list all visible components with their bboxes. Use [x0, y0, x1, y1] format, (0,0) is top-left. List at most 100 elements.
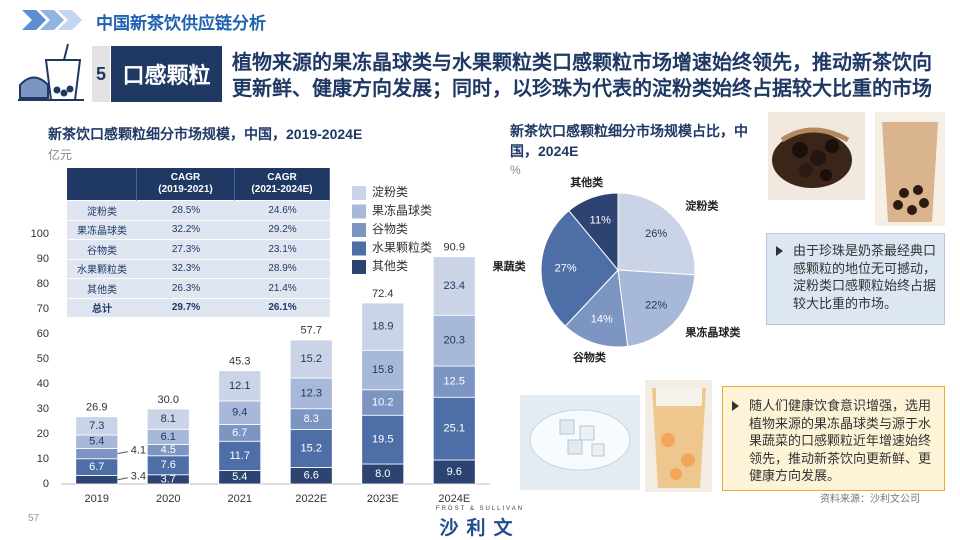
category-label: 果蔬类	[492, 259, 527, 273]
table-cell: 其他类	[67, 279, 137, 299]
legend-label: 谷物类	[372, 222, 408, 236]
legend-swatch	[352, 223, 366, 237]
bar-segment	[75, 416, 119, 436]
bar-segment	[146, 408, 190, 430]
data-label: 11.7	[229, 450, 250, 462]
pie-slice	[568, 192, 619, 272]
y-tick-label: 70	[37, 303, 49, 315]
total-label: 45.3	[229, 356, 250, 368]
boba-photo	[768, 112, 865, 200]
page-number: 57	[28, 513, 40, 524]
y-tick-label: 10	[37, 453, 49, 465]
data-label: 5.4	[232, 471, 247, 483]
data-label: 10.2	[372, 396, 393, 408]
total-label: 26.9	[86, 402, 107, 414]
table-cell: 24.6%	[235, 201, 330, 221]
data-label: 18.9	[372, 321, 393, 333]
table-cell: 26.3%	[137, 279, 235, 299]
leader-line	[117, 451, 128, 455]
table-cell: 32.3%	[137, 259, 235, 279]
table-cell: 27.3%	[137, 240, 235, 260]
header-chevrons	[22, 10, 82, 30]
data-label: 12.1	[229, 380, 250, 392]
data-label: 5.4	[89, 436, 104, 448]
callout-text: 随人们健康饮食意识增强，选用植物来源的果冻晶球类与源于水果蔬菜的口感颗粒近年增速…	[749, 398, 932, 483]
source: 资料来源：沙利文公司	[820, 494, 920, 505]
legend-label: 果冻晶球类	[372, 203, 432, 218]
legend-label: 其他类	[372, 259, 408, 273]
legend-swatch	[352, 204, 366, 219]
category-label: 淀粉类	[685, 199, 719, 213]
chart-title: 新茶饮口感颗粒细分市场规模占比，中国，2024E	[510, 123, 748, 159]
y-tick-label: 90	[37, 253, 49, 265]
y-tick-label: 80	[37, 278, 49, 290]
pie-slice	[564, 268, 629, 348]
callout-text: 由于珍珠是奶茶最经典口感颗粒的地位无可撼动，淀粉类口感颗粒始终占据较大比重的市场…	[793, 243, 937, 311]
logo-brand: FROST & SULLIVAN	[435, 506, 525, 512]
data-label: 3.7	[161, 473, 176, 485]
data-label: 23.4	[444, 280, 465, 292]
bar-segment	[361, 349, 405, 391]
headline: 植物来源的果冻晶球类与水果颗粒类口感颗粒市场增速始终领先，推动新茶饮向更新鲜、健…	[232, 52, 932, 100]
table-cell: 淀粉类	[67, 201, 137, 221]
table-cell: 谷物类	[67, 240, 137, 260]
data-label: 26%	[645, 228, 667, 240]
category-label: 其他类	[570, 175, 604, 189]
legend-label: 水果颗粒类	[372, 240, 432, 255]
leader-line	[117, 477, 128, 481]
bar-segment	[75, 448, 119, 460]
y-tick-label: 20	[37, 428, 49, 440]
x-tick-label: 2021	[228, 493, 252, 505]
table-cell: 28.5%	[137, 201, 235, 221]
table-header-cell: CAGR (2021-2024E)	[235, 168, 330, 201]
legend-swatch	[352, 260, 366, 274]
data-label: 4.1	[131, 445, 146, 457]
total-label: 90.9	[444, 242, 465, 254]
x-tick-label: 2022E	[295, 493, 327, 505]
y-tick-label: 0	[43, 478, 49, 490]
data-label: 8.1	[161, 413, 176, 425]
table-cell: 29.7%	[137, 298, 235, 318]
y-tick-label: 30	[37, 403, 49, 415]
table-cell: 果冻晶球类	[67, 220, 137, 240]
bar-segment	[432, 396, 476, 461]
bar-segment	[432, 459, 476, 485]
data-label: 20.3	[444, 335, 465, 347]
x-tick-label: 2024E	[438, 493, 470, 505]
data-label: 14%	[591, 314, 613, 326]
cagr-table: CAGR (2019-2021) CAGR (2021-2024E) 淀粉类 28.5…	[67, 168, 330, 318]
bar-segment	[361, 302, 405, 351]
data-label: 9.4	[232, 407, 247, 419]
data-label: 25.1	[444, 423, 465, 435]
header-title: 中国新茶饮供应链分析	[96, 14, 266, 33]
chart-title: 新茶饮口感颗粒细分市场规模，中国，2019-2024E	[48, 126, 363, 142]
table-cell: 26.1%	[235, 298, 330, 318]
section-number: 5	[92, 46, 110, 102]
bar-segment	[289, 339, 333, 379]
data-label: 7.3	[89, 420, 104, 432]
section-title: 口感颗粒	[111, 46, 222, 102]
bar-segment	[361, 414, 405, 465]
bar-segment	[432, 314, 476, 367]
data-label: 6.7	[232, 427, 247, 439]
table-cell: 23.1%	[235, 240, 330, 260]
milk-tea-photo	[875, 112, 945, 226]
jelly-photo	[520, 395, 640, 490]
pie-slice	[617, 269, 696, 347]
bar-segment	[218, 440, 262, 471]
x-tick-label: 2019	[85, 493, 109, 505]
data-label: 6.1	[161, 431, 176, 443]
table-cell: 21.4%	[235, 279, 330, 299]
bar-segment	[432, 365, 476, 398]
table-cell: 29.2%	[235, 220, 330, 240]
legend-swatch	[352, 186, 366, 200]
logo-name: 沙利文	[439, 518, 521, 539]
category-label: 果冻晶球类	[684, 325, 741, 339]
pie-slice	[617, 192, 696, 276]
data-label: 12.5	[444, 376, 465, 388]
table-cell: 总计	[67, 298, 137, 318]
data-label: 15.2	[301, 442, 322, 454]
legend-label: 淀粉类	[372, 185, 408, 199]
